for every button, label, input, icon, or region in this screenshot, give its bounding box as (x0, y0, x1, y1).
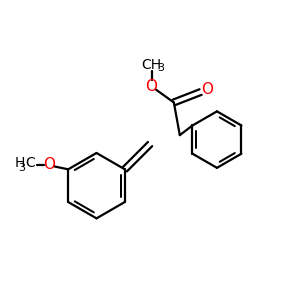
Text: O: O (146, 79, 158, 94)
Text: O: O (43, 158, 55, 172)
Text: 3: 3 (18, 164, 25, 173)
Text: 3: 3 (157, 63, 164, 73)
Text: CH: CH (142, 58, 162, 72)
Text: H: H (15, 156, 25, 170)
Text: O: O (201, 82, 213, 97)
Text: C: C (25, 156, 35, 170)
